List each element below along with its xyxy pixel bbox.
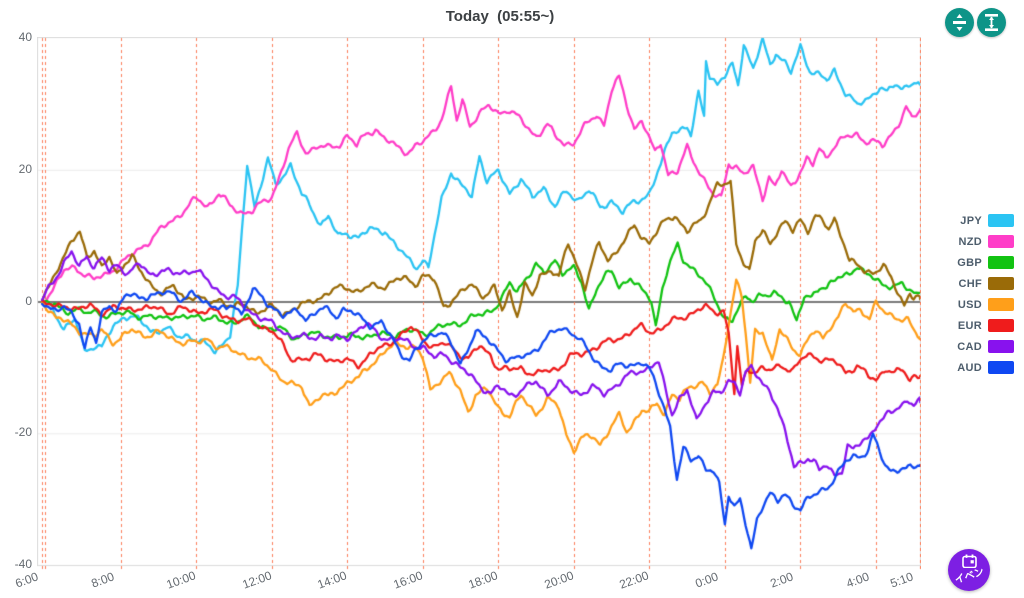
scale-height-icon <box>985 14 998 31</box>
chart-canvas[interactable] <box>37 37 921 571</box>
legend-item-aud[interactable]: AUD <box>928 361 1014 374</box>
event-button[interactable]: イベン <box>948 549 990 591</box>
scale-height-button[interactable] <box>977 8 1006 37</box>
x-tick-label: 22:00 <box>617 568 651 592</box>
x-tick-label: 18:00 <box>466 568 500 592</box>
calendar-icon <box>961 554 977 568</box>
x-tick-label: 4:00 <box>844 569 871 591</box>
legend-label: JPY <box>960 214 982 227</box>
legend-swatch <box>988 256 1014 269</box>
event-button-label: イベン <box>953 566 986 587</box>
chart-title: Today (05:55~) <box>445 8 555 25</box>
x-tick-label: 0:00 <box>693 569 720 591</box>
legend-swatch <box>988 361 1014 374</box>
x-tick-label: 16:00 <box>391 568 425 592</box>
legend-item-jpy[interactable]: JPY <box>928 214 1014 227</box>
legend-item-eur[interactable]: EUR <box>928 319 1014 332</box>
plot-area <box>37 37 921 571</box>
legend-swatch <box>988 235 1014 248</box>
legend-item-chf[interactable]: CHF <box>928 277 1014 290</box>
legend-label: AUD <box>957 361 982 374</box>
y-tick-label: 20 <box>18 161 32 176</box>
compress-vertical-icon <box>953 14 966 31</box>
y-tick-label: -40 <box>14 557 32 571</box>
legend-swatch <box>988 319 1014 332</box>
legend-label: USD <box>957 298 982 311</box>
legend-swatch <box>988 214 1014 227</box>
x-tick-label: 2:00 <box>768 569 796 591</box>
legend-item-nzd[interactable]: NZD <box>928 235 1014 248</box>
legend-item-usd[interactable]: USD <box>928 298 1014 311</box>
compress-vertical-button[interactable] <box>945 8 974 37</box>
legend-label: GBP <box>957 256 982 269</box>
legend-swatch <box>988 277 1014 290</box>
legend-item-cad[interactable]: CAD <box>928 340 1014 353</box>
legend-swatch <box>988 298 1014 311</box>
x-tick-label: 8:00 <box>88 569 116 591</box>
legend-label: EUR <box>957 319 982 332</box>
x-tick-label: 6:00 <box>13 569 41 591</box>
legend-label: NZD <box>958 235 982 248</box>
y-tick-label: 40 <box>18 30 32 44</box>
x-tick-label: 14:00 <box>315 568 349 592</box>
legend-label: CAD <box>957 340 982 353</box>
legend-label: CHF <box>958 277 982 290</box>
y-tick-label: 0 <box>25 293 32 308</box>
y-tick-label: -20 <box>14 425 32 440</box>
x-tick-label: 12:00 <box>240 568 274 592</box>
legend-item-gbp[interactable]: GBP <box>928 256 1014 269</box>
legend: JPY NZD GBP CHF USD EUR CAD AUD <box>928 214 1014 374</box>
x-tick-label: 5:10 <box>888 569 916 591</box>
x-tick-label: 20:00 <box>542 568 576 592</box>
legend-swatch <box>988 340 1014 353</box>
x-tick-label: 10:00 <box>164 568 198 592</box>
